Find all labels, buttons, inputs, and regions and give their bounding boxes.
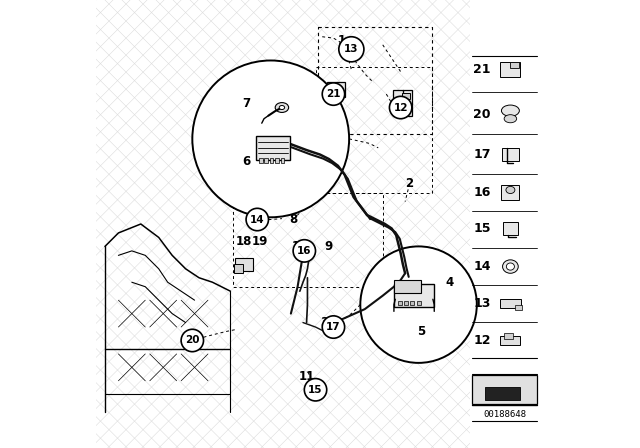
Text: 10: 10 [292, 240, 308, 253]
Text: 1: 1 [337, 34, 346, 47]
Text: 14: 14 [250, 215, 264, 224]
Text: 17: 17 [326, 322, 340, 332]
Bar [394, 284, 434, 307]
Ellipse shape [275, 103, 289, 112]
Text: 19: 19 [252, 235, 268, 249]
Circle shape [181, 329, 204, 352]
Bar [256, 135, 290, 160]
Bar [500, 299, 521, 308]
Ellipse shape [506, 263, 515, 270]
Bar [502, 185, 519, 200]
Ellipse shape [502, 260, 518, 273]
Bar [404, 301, 408, 305]
Bar [511, 61, 520, 68]
Text: 8: 8 [289, 213, 297, 226]
Circle shape [192, 60, 349, 217]
Text: 15: 15 [474, 222, 491, 235]
Text: 12: 12 [394, 103, 408, 112]
Text: 9: 9 [325, 240, 333, 253]
Ellipse shape [504, 115, 516, 123]
Bar [500, 336, 520, 345]
Text: 17: 17 [474, 148, 491, 161]
Circle shape [389, 96, 412, 119]
Text: 2: 2 [406, 177, 413, 190]
Bar [502, 222, 518, 235]
Text: 4: 4 [446, 276, 454, 289]
Text: 14: 14 [474, 260, 491, 273]
Bar [235, 258, 253, 271]
Bar [397, 301, 402, 305]
Text: 13: 13 [344, 44, 358, 54]
Bar [270, 158, 273, 163]
Circle shape [293, 240, 316, 262]
Bar [504, 333, 513, 339]
Text: 15: 15 [308, 385, 323, 395]
Bar [472, 375, 538, 405]
Text: 20: 20 [474, 108, 491, 121]
Bar [326, 82, 344, 97]
Bar [500, 61, 520, 77]
Bar [394, 280, 421, 293]
Text: 20: 20 [185, 336, 200, 345]
Text: 21: 21 [474, 63, 491, 76]
Text: 21: 21 [326, 89, 340, 99]
Bar [502, 148, 519, 161]
Text: 12: 12 [474, 334, 491, 347]
Text: 3: 3 [321, 316, 328, 329]
Bar [470, 0, 546, 448]
Bar [410, 301, 414, 305]
Text: 16: 16 [474, 186, 491, 199]
Ellipse shape [506, 186, 515, 194]
Circle shape [339, 37, 364, 62]
Text: 5: 5 [417, 325, 425, 338]
Bar [234, 264, 243, 273]
Bar [280, 158, 284, 163]
Text: 7: 7 [242, 96, 250, 110]
Text: 00188648: 00188648 [483, 410, 526, 419]
Bar [484, 387, 520, 400]
Bar [515, 305, 522, 310]
Ellipse shape [279, 105, 285, 110]
Text: 13: 13 [474, 297, 491, 310]
Text: 18: 18 [236, 235, 252, 249]
Circle shape [246, 208, 269, 231]
Text: 6: 6 [242, 155, 250, 168]
Circle shape [360, 246, 477, 363]
Bar [401, 93, 410, 99]
Text: 16: 16 [297, 246, 312, 256]
Bar [264, 158, 268, 163]
Bar [394, 90, 412, 116]
Bar [275, 158, 279, 163]
Ellipse shape [502, 105, 520, 116]
Circle shape [322, 83, 344, 105]
Text: 11: 11 [298, 370, 315, 383]
Circle shape [322, 316, 344, 338]
Bar [417, 301, 420, 305]
Circle shape [305, 379, 326, 401]
Bar [259, 158, 262, 163]
